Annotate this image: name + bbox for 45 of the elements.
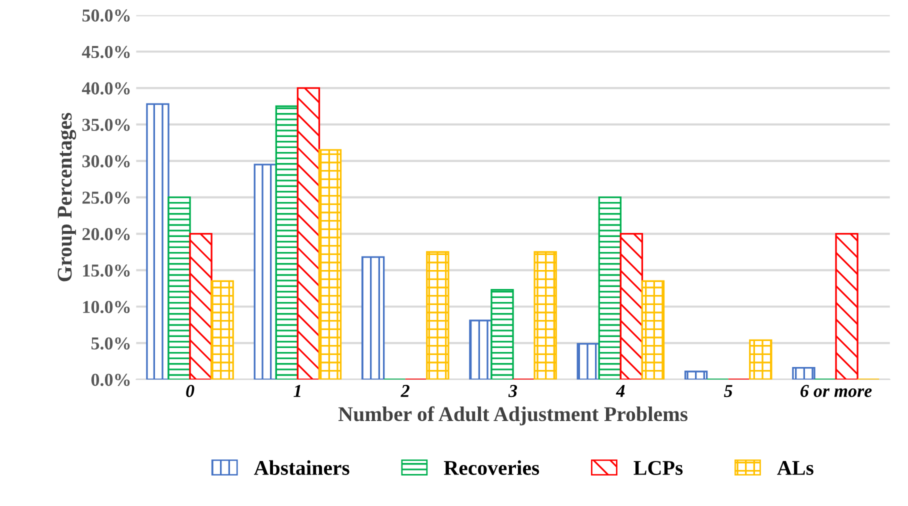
bar (361, 256, 385, 380)
legend-label: Recoveries (444, 460, 540, 475)
bar (576, 342, 600, 380)
bar (275, 105, 299, 380)
y-tick-label: 10.0% (83, 300, 130, 314)
legend-label: LCPs (634, 460, 683, 475)
bar (749, 339, 772, 380)
bar (146, 103, 170, 380)
x-axis-title: Number of Adult Adjustment Problems (338, 406, 688, 426)
x-tick-label: 4 (616, 385, 625, 397)
bar (534, 251, 557, 380)
bar (641, 280, 665, 380)
bar (684, 370, 708, 380)
bar (598, 196, 622, 380)
bar (835, 232, 858, 380)
x-tick-label: 1 (294, 384, 300, 397)
y-tick-label: 30.0% (82, 155, 130, 168)
y-tick-label: 50.0% (82, 9, 130, 22)
bar (318, 149, 342, 380)
bar (296, 87, 320, 380)
bar (490, 289, 514, 380)
y-tick-label: 5.0% (91, 337, 130, 350)
legend-label: ALs (777, 461, 814, 475)
y-tick-label: 0.0% (91, 374, 130, 386)
bar (426, 251, 450, 380)
y-axis-title: Group Percentages (58, 112, 76, 282)
x-tick-label: 3 (508, 384, 518, 398)
y-tick-label: 20.0% (82, 228, 130, 240)
bar (792, 367, 816, 380)
y-tick-label: 45.0% (82, 46, 130, 58)
x-tick-label: 2 (400, 384, 410, 397)
legend-label: Abstainers (254, 460, 350, 475)
y-tick-label: 25.0% (82, 192, 130, 204)
y-tick-label: 15.0% (83, 264, 130, 277)
bar (210, 280, 234, 380)
bar (254, 164, 277, 380)
x-tick-label: 5 (724, 385, 732, 398)
x-tick-label: 0 (186, 384, 194, 398)
bar (168, 196, 191, 380)
y-tick-label: 35.0% (82, 118, 130, 131)
bar (469, 320, 492, 380)
x-tick-label: 6 or more (800, 384, 872, 398)
bar (620, 232, 644, 380)
bar (189, 232, 212, 380)
y-tick-label: 40.0% (82, 82, 130, 95)
